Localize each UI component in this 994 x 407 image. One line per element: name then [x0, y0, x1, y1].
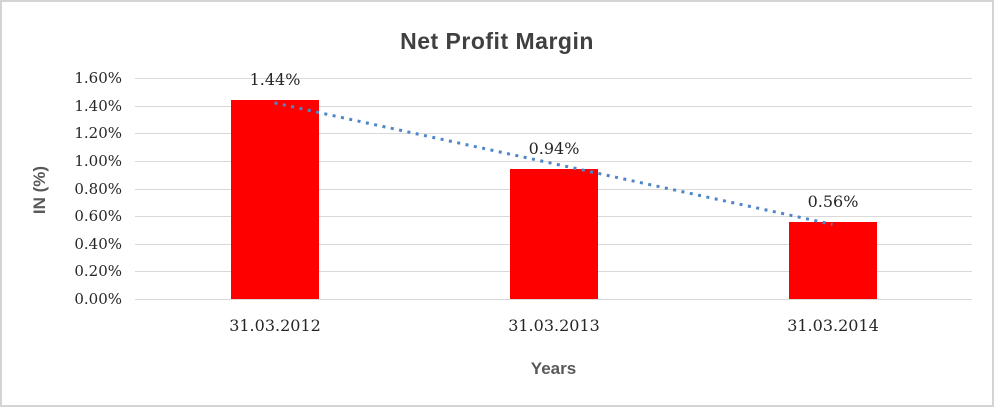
data-label: 1.44%: [249, 70, 301, 89]
bar-31.03.2014[interactable]: [789, 222, 877, 299]
data-label: 0.94%: [528, 139, 580, 158]
gridline: [135, 133, 972, 134]
bar-31.03.2012[interactable]: [231, 100, 319, 299]
x-axis-tick-label: 31.03.2013: [508, 316, 600, 335]
gridline: [135, 78, 972, 79]
y-axis-tick-label: 0.80%: [74, 180, 122, 198]
gridline: [135, 161, 972, 162]
y-axis-tick-label: 0.40%: [74, 235, 122, 253]
y-axis-tick-label: 1.20%: [74, 124, 122, 142]
x-axis-tick-label: 31.03.2012: [229, 316, 321, 335]
data-label: 0.56%: [807, 192, 859, 211]
x-axis-tick-label: 31.03.2014: [787, 316, 879, 335]
gridline: [135, 299, 972, 300]
trendline[interactable]: [274, 101, 833, 226]
bar-31.03.2013[interactable]: [510, 169, 598, 299]
y-axis-tick-label: 0.20%: [74, 262, 122, 280]
chart-title: Net Profit Margin: [400, 28, 594, 54]
y-axis-tick-label: 0.60%: [74, 207, 122, 225]
x-axis-title: Years: [530, 359, 577, 378]
y-axis-tick-label: 0.00%: [74, 290, 122, 308]
gridline: [135, 106, 972, 107]
y-axis-tick-label: 1.00%: [74, 152, 122, 170]
y-axis-tick-label: 1.40%: [74, 97, 122, 115]
y-axis-tick-label: 1.60%: [74, 69, 122, 87]
